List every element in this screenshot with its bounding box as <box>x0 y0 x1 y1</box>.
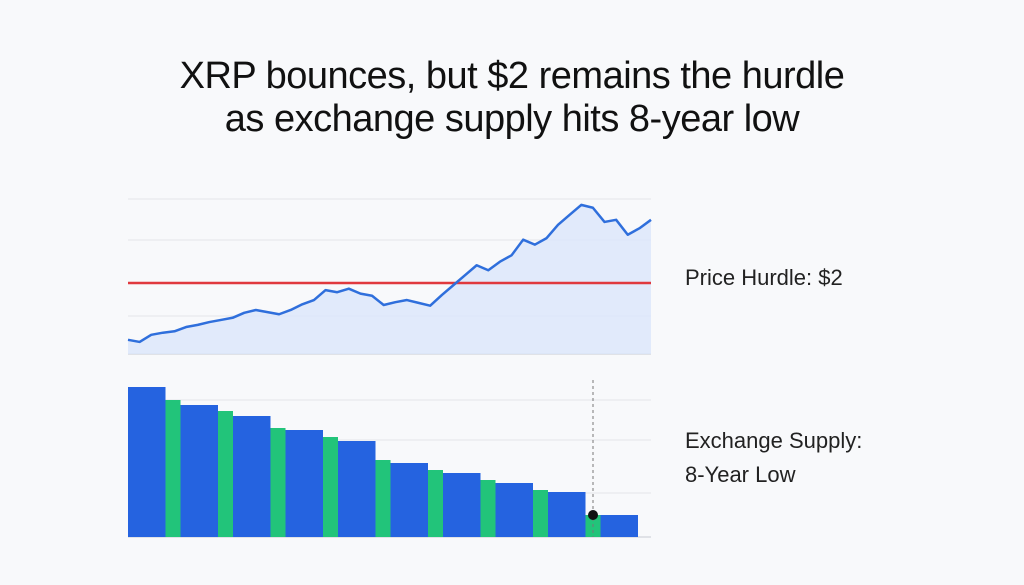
area <box>128 204 651 354</box>
bar <box>548 492 586 537</box>
annotation: Price Hurdle: $2 <box>685 265 843 290</box>
title: XRP bounces, but $2 remains the hurdle <box>180 55 845 97</box>
bar <box>480 480 496 537</box>
bar <box>375 460 391 537</box>
bar <box>233 416 271 537</box>
bar <box>270 428 286 537</box>
bar <box>180 405 218 537</box>
bar <box>128 387 166 537</box>
bar <box>428 470 443 537</box>
bar <box>390 463 428 537</box>
bar <box>533 490 548 537</box>
annotation: 8-Year Low <box>685 462 796 487</box>
bar <box>443 473 481 537</box>
low-marker <box>588 510 598 520</box>
annotation: Exchange Supply: <box>685 428 862 453</box>
title: as exchange supply hits 8-year low <box>225 98 800 140</box>
bar <box>165 400 181 537</box>
bar <box>338 441 376 537</box>
bar <box>323 437 338 537</box>
price-line <box>127 203 652 344</box>
bar <box>285 430 323 537</box>
bar <box>600 515 638 537</box>
bar <box>218 411 233 537</box>
bar <box>495 483 533 537</box>
